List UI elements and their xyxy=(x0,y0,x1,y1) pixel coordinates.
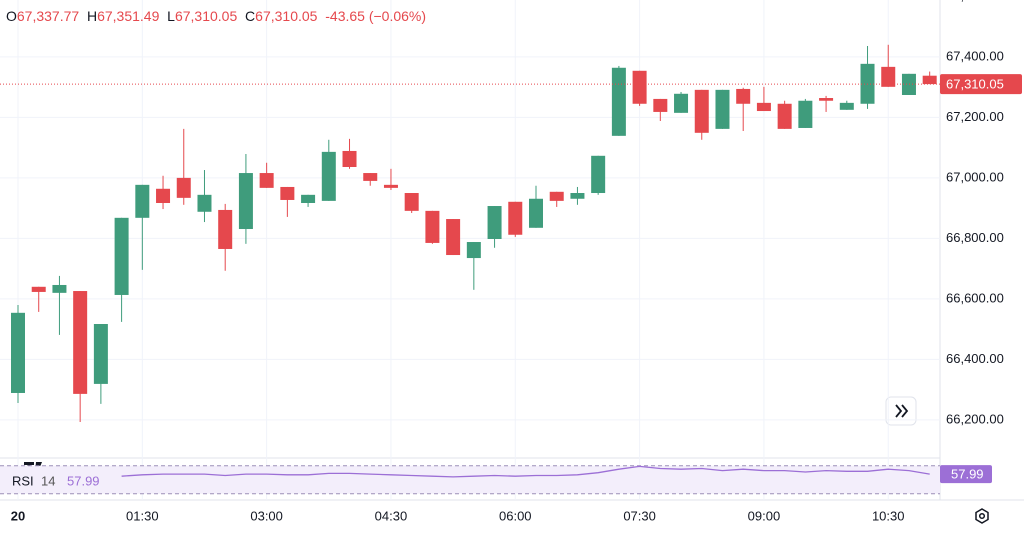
candle-body xyxy=(342,150,357,167)
rsi-line xyxy=(121,465,930,478)
candle-body xyxy=(259,173,274,188)
last-price-label: 67,310.05 xyxy=(946,77,1004,92)
candle-body xyxy=(176,177,191,198)
rsi-band xyxy=(0,465,940,494)
candle-body xyxy=(73,291,88,394)
y-tick-label: 66,200.00 xyxy=(946,411,1004,426)
settings-button[interactable] xyxy=(975,508,989,524)
candle-body xyxy=(901,73,916,95)
rsi-value-box xyxy=(940,465,992,484)
candle-body xyxy=(156,188,171,203)
x-tick-label: 04:30 xyxy=(375,508,408,523)
candle-body xyxy=(632,70,647,104)
candle-body xyxy=(321,151,336,201)
high-key: H xyxy=(86,8,98,24)
candle-body xyxy=(31,286,46,292)
candle-body xyxy=(114,217,129,295)
candle-body xyxy=(549,191,564,201)
candle-body xyxy=(446,219,461,256)
x-tick-label: 01:30 xyxy=(126,508,159,523)
x-tick-label: 03:00 xyxy=(250,508,283,523)
candle-body xyxy=(197,194,212,212)
ohlc-header: O67,337.77 H67,351.49 L67,310.05 C67,310… xyxy=(6,8,426,24)
y-tick-label: 67,000.00 xyxy=(946,169,1004,184)
candle-body xyxy=(135,184,150,218)
candle-body xyxy=(508,201,523,235)
candle-body xyxy=(819,98,834,101)
candle-body xyxy=(404,193,419,211)
candle-body xyxy=(301,194,316,203)
candle-body xyxy=(93,324,108,384)
low-key: L xyxy=(167,8,175,24)
x-tick-label: 09:00 xyxy=(748,508,781,523)
rsi-value-label: 57.99 xyxy=(951,467,984,482)
y-tick-label: 67,200.00 xyxy=(946,109,1004,124)
change: -43.65 (−0.06%) xyxy=(325,8,427,24)
candle-body xyxy=(777,103,792,129)
scroll-icon[interactable] xyxy=(895,404,909,418)
candle-body xyxy=(591,155,606,194)
candle-body xyxy=(756,102,771,112)
y-tick-label: 67,400.00 xyxy=(946,48,1004,63)
candle-body xyxy=(922,75,937,85)
candle-body xyxy=(238,173,253,230)
candle-body xyxy=(715,89,730,129)
low-value: 67,310.05 xyxy=(174,8,238,24)
x-tick-label: 20 xyxy=(11,508,25,523)
candle-body xyxy=(363,173,378,181)
settings-icon[interactable] xyxy=(975,508,989,524)
open-value: 67,337.77 xyxy=(16,8,80,24)
y-tick-label: 67,600.00 xyxy=(946,0,1004,3)
candle-body xyxy=(466,242,481,259)
rsi-length: 14 xyxy=(41,473,55,488)
candle-body xyxy=(653,98,668,112)
candle-body xyxy=(487,206,502,239)
settings-icon-dot xyxy=(978,512,986,520)
candle-body xyxy=(11,312,25,393)
open-key: O xyxy=(6,8,17,24)
candle-body xyxy=(425,210,440,243)
candle-body xyxy=(570,193,585,199)
high-value: 67,351.49 xyxy=(97,8,160,24)
candle-body xyxy=(674,93,689,113)
x-tick-label: 07:30 xyxy=(623,508,656,523)
rsi-title: RSI xyxy=(12,473,34,488)
close-value: 67,310.05 xyxy=(255,8,318,24)
x-tick-label: 06:00 xyxy=(499,508,532,523)
grid xyxy=(0,0,940,500)
candle-body xyxy=(383,184,398,188)
candle-body xyxy=(881,66,896,87)
rsi-legend-value: 57.99 xyxy=(67,473,100,488)
candle-body xyxy=(218,209,233,249)
y-tick-label: 66,600.00 xyxy=(946,290,1004,305)
candle-body xyxy=(529,198,543,228)
candle-body xyxy=(52,284,67,293)
candle-body xyxy=(798,100,813,128)
candle-body xyxy=(839,102,854,110)
candle-body xyxy=(280,186,295,200)
candle-body xyxy=(694,89,709,133)
last-price-box xyxy=(940,74,1022,95)
x-tick-label: 10:30 xyxy=(872,508,905,523)
y-tick-label: 66,800.00 xyxy=(946,230,1004,245)
close-key: C xyxy=(245,8,256,24)
scroll-button[interactable] xyxy=(885,396,917,426)
candle-body xyxy=(611,67,626,136)
y-tick-label: 66,400.00 xyxy=(946,351,1004,366)
candle-body xyxy=(736,88,751,104)
